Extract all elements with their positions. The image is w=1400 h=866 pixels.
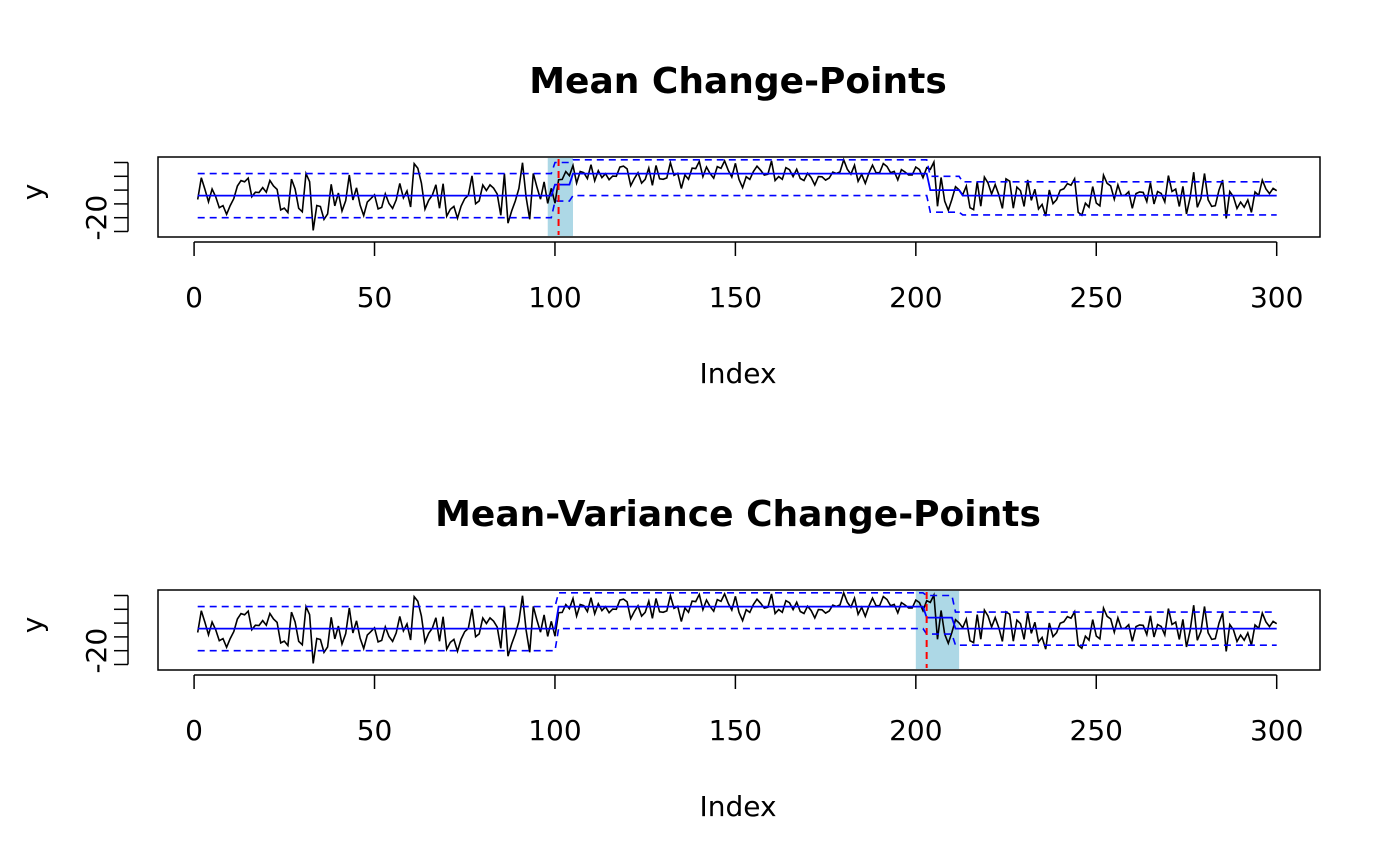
x-tick-label: 300 bbox=[1250, 714, 1303, 747]
plot-marks bbox=[196, 590, 1278, 669]
y-tick-label: -20 bbox=[80, 628, 113, 674]
plot-frame bbox=[157, 156, 1321, 238]
upper-interval-line bbox=[197, 159, 1277, 183]
y-axis: -20 bbox=[80, 161, 129, 241]
x-tick-label: 250 bbox=[1070, 714, 1123, 747]
x-tick-label: 300 bbox=[1250, 281, 1303, 314]
x-tick-label: 50 bbox=[357, 281, 393, 314]
panel-title: Mean-Variance Change-Points bbox=[435, 494, 1041, 535]
plot-marks bbox=[196, 157, 1278, 236]
plot-frame bbox=[157, 589, 1321, 671]
x-axis: 0 50 100 150 200 250 300 bbox=[185, 674, 1303, 747]
x-tick-label: 200 bbox=[889, 714, 942, 747]
changepoint-interval-band bbox=[547, 158, 573, 236]
x-tick-label: 250 bbox=[1070, 281, 1123, 314]
observed-series-line bbox=[196, 590, 1278, 664]
y-axis: -20 bbox=[80, 594, 129, 674]
fitted-mean-line bbox=[197, 605, 1277, 630]
mean-variance-changepoints-panel: Mean-Variance Change-Points 0 50 100 150 200… bbox=[16, 494, 1321, 823]
y-axis-label: y bbox=[16, 184, 49, 201]
lower-interval-line bbox=[197, 194, 1277, 219]
upper-interval-line bbox=[197, 591, 1277, 613]
x-tick-label: 0 bbox=[185, 714, 203, 747]
x-axis-label: Index bbox=[699, 790, 776, 823]
x-tick-label: 150 bbox=[709, 281, 762, 314]
x-tick-label: 0 bbox=[185, 281, 203, 314]
y-tick-label: -20 bbox=[80, 195, 113, 241]
x-tick-label: 100 bbox=[528, 281, 581, 314]
x-tick-label: 200 bbox=[889, 281, 942, 314]
x-axis: 0 50 100 150 200 250 300 bbox=[185, 241, 1303, 314]
observed-series-line bbox=[196, 157, 1278, 231]
x-axis-label: Index bbox=[699, 357, 776, 390]
mean-changepoints-panel: Mean Change-Points 0 50 100 150 200 250 300 -2… bbox=[16, 61, 1321, 390]
y-axis-label: y bbox=[16, 617, 49, 634]
x-tick-label: 150 bbox=[709, 714, 762, 747]
x-tick-label: 50 bbox=[357, 714, 393, 747]
lower-interval-line bbox=[197, 627, 1277, 652]
fitted-mean-line bbox=[197, 172, 1277, 197]
x-tick-label: 100 bbox=[528, 714, 581, 747]
panel-title: Mean Change-Points bbox=[529, 61, 947, 102]
